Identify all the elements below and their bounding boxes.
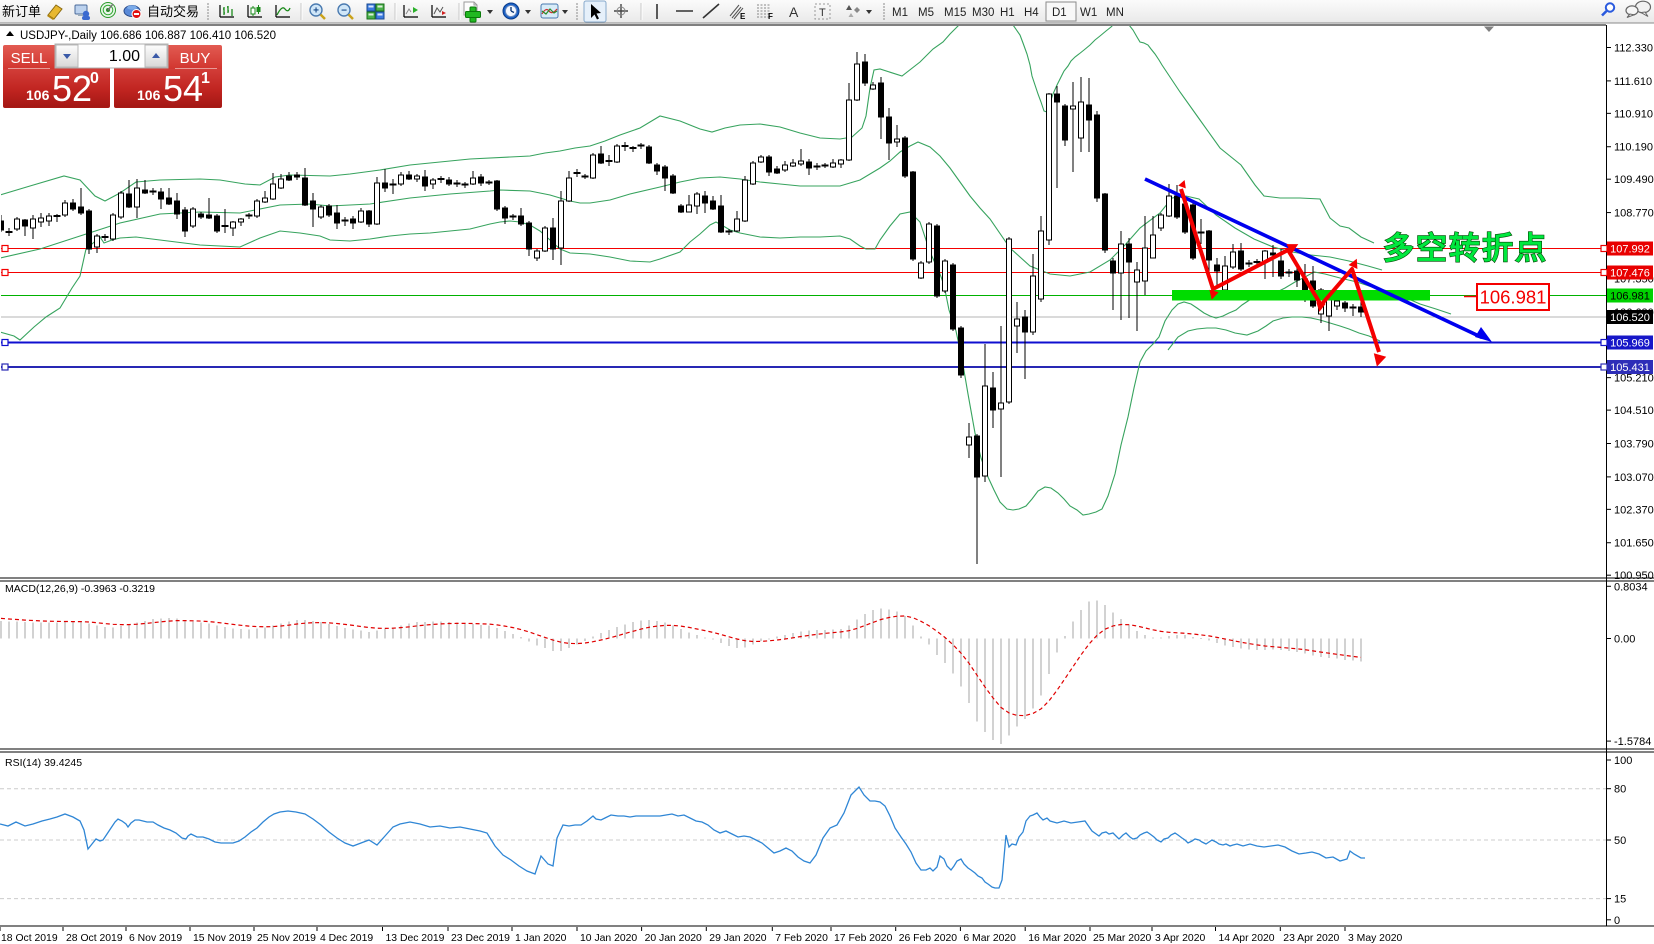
svg-text:106: 106 — [26, 87, 50, 103]
svg-text:−: − — [341, 6, 347, 17]
svg-text:112.330: 112.330 — [1614, 43, 1653, 55]
svg-text:15 Nov 2019: 15 Nov 2019 — [193, 933, 252, 944]
svg-text:105.969: 105.969 — [1610, 338, 1650, 350]
svg-text:SELL: SELL — [11, 50, 48, 67]
svg-text:54: 54 — [163, 68, 203, 109]
svg-text:0: 0 — [1614, 915, 1620, 927]
svg-text:13 Dec 2019: 13 Dec 2019 — [386, 933, 445, 944]
svg-text:107.476: 107.476 — [1610, 268, 1650, 280]
svg-text:102.370: 102.370 — [1614, 504, 1654, 516]
svg-text:29 Jan 2020: 29 Jan 2020 — [709, 933, 766, 944]
svg-text:101.650: 101.650 — [1614, 538, 1654, 550]
svg-text:25 Mar 2020: 25 Mar 2020 — [1093, 933, 1152, 944]
svg-text:23 Apr 2020: 23 Apr 2020 — [1283, 933, 1339, 944]
svg-text:18 Oct 2019: 18 Oct 2019 — [1, 933, 58, 944]
svg-text:-1.5784: -1.5784 — [1614, 736, 1651, 748]
svg-text:0: 0 — [90, 70, 99, 87]
svg-text:106.981: 106.981 — [1610, 291, 1650, 303]
svg-text:M30: M30 — [972, 7, 994, 19]
svg-text:RSI(14) 39.4245: RSI(14) 39.4245 — [5, 757, 82, 769]
svg-text:105.210: 105.210 — [1614, 373, 1654, 385]
svg-text:6 Mar 2020: 6 Mar 2020 — [963, 933, 1016, 944]
svg-text:H1: H1 — [1000, 7, 1015, 19]
svg-text:3 May 2020: 3 May 2020 — [1348, 933, 1403, 944]
svg-text:26 Feb 2020: 26 Feb 2020 — [899, 933, 958, 944]
svg-text:17 Feb 2020: 17 Feb 2020 — [834, 933, 893, 944]
svg-text:15: 15 — [1614, 894, 1626, 906]
svg-text:105.431: 105.431 — [1610, 362, 1650, 374]
svg-text:10 Jan 2020: 10 Jan 2020 — [580, 933, 637, 944]
svg-text:MN: MN — [1106, 7, 1124, 19]
svg-text:新订单: 新订单 — [2, 4, 41, 19]
svg-text:107.992: 107.992 — [1610, 244, 1650, 256]
svg-text:M1: M1 — [892, 7, 908, 19]
svg-text:100.950: 100.950 — [1614, 570, 1654, 582]
svg-text:100: 100 — [1614, 755, 1632, 767]
svg-text:25 Nov 2019: 25 Nov 2019 — [257, 933, 316, 944]
svg-text:104.510: 104.510 — [1614, 405, 1654, 417]
svg-text:110.910: 110.910 — [1614, 108, 1653, 120]
svg-text:1 Jan 2020: 1 Jan 2020 — [515, 933, 567, 944]
svg-text:16 Mar 2020: 16 Mar 2020 — [1028, 933, 1087, 944]
svg-text:109.490: 109.490 — [1614, 174, 1654, 186]
svg-text:106.520: 106.520 — [1610, 312, 1650, 324]
svg-text:103.790: 103.790 — [1614, 438, 1654, 450]
svg-text:111.610: 111.610 — [1614, 76, 1652, 88]
svg-text:3 Apr 2020: 3 Apr 2020 — [1155, 933, 1205, 944]
svg-text:20 Jan 2020: 20 Jan 2020 — [645, 933, 702, 944]
svg-text:106.981: 106.981 — [1480, 287, 1547, 308]
svg-text:D1: D1 — [1052, 7, 1067, 19]
svg-text:52: 52 — [52, 68, 92, 109]
svg-text:多空转折点: 多空转折点 — [1383, 231, 1548, 266]
svg-text:7 Feb 2020: 7 Feb 2020 — [775, 933, 828, 944]
svg-text:4 Dec 2019: 4 Dec 2019 — [320, 933, 373, 944]
svg-text:28 Oct 2019: 28 Oct 2019 — [66, 933, 123, 944]
svg-text:6 Nov 2019: 6 Nov 2019 — [129, 933, 182, 944]
svg-text:A: A — [789, 4, 799, 20]
svg-text:USDJPY-,Daily 106.686 106.887: USDJPY-,Daily 106.686 106.887 106.410 10… — [20, 30, 276, 42]
svg-text:108.770: 108.770 — [1614, 208, 1654, 220]
svg-text:0.8034: 0.8034 — [1614, 581, 1648, 593]
svg-text:F: F — [768, 12, 773, 21]
svg-text:H4: H4 — [1024, 7, 1039, 19]
svg-text:80: 80 — [1614, 784, 1626, 796]
svg-text:103.070: 103.070 — [1614, 472, 1654, 484]
svg-text:1.00: 1.00 — [109, 48, 140, 65]
svg-text:E: E — [740, 12, 746, 21]
svg-text:自动交易: 自动交易 — [147, 4, 199, 19]
svg-text:+: + — [313, 6, 319, 17]
svg-text:T: T — [819, 7, 826, 19]
svg-text:23 Dec 2019: 23 Dec 2019 — [451, 933, 510, 944]
svg-text:14 Apr 2020: 14 Apr 2020 — [1219, 933, 1275, 944]
svg-text:50: 50 — [1614, 835, 1626, 847]
svg-text:106: 106 — [137, 87, 161, 103]
svg-text:M15: M15 — [944, 7, 966, 19]
svg-text:W1: W1 — [1080, 7, 1097, 19]
svg-text:0.00: 0.00 — [1614, 634, 1635, 646]
svg-text:MACD(12,26,9) -0.3963 -0.3219: MACD(12,26,9) -0.3963 -0.3219 — [5, 583, 155, 595]
svg-text:110.190: 110.190 — [1614, 142, 1653, 154]
svg-text:BUY: BUY — [180, 50, 211, 67]
svg-text:1: 1 — [201, 70, 210, 87]
svg-text:M5: M5 — [918, 7, 934, 19]
